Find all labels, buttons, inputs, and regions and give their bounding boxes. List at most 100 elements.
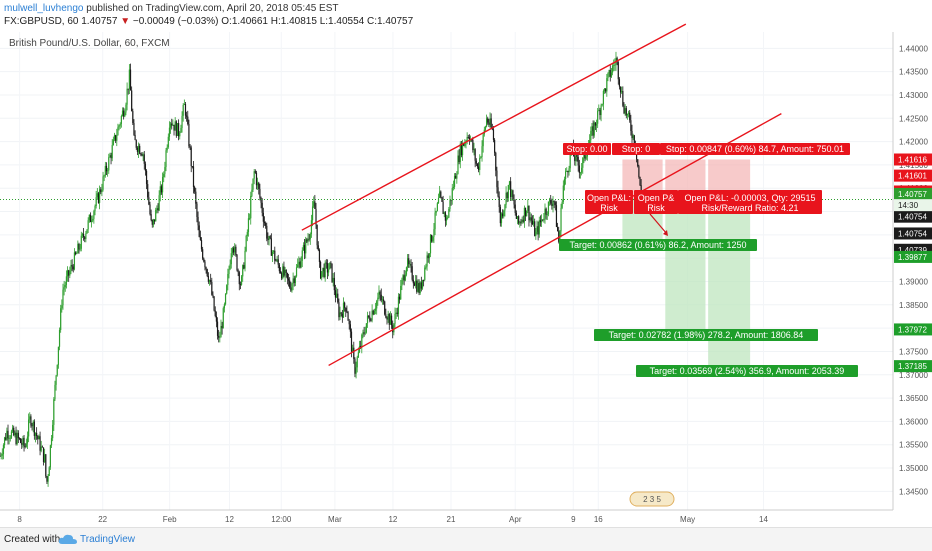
candle-body (521, 219, 523, 223)
candle-body (373, 310, 375, 315)
candle-body (545, 208, 547, 215)
candle-body (310, 220, 313, 235)
candle-body (147, 184, 149, 198)
price-tag-target: 1.37185 (898, 362, 927, 371)
candle-body (274, 250, 276, 261)
candle-body (263, 221, 266, 224)
projection-arrow-line (649, 213, 668, 235)
candle-body (390, 315, 393, 326)
candle-body (449, 200, 451, 209)
candle-body (230, 253, 232, 265)
candle-body (603, 88, 606, 91)
candle-body (62, 289, 64, 306)
candle-body (544, 208, 546, 219)
time-tick-label: 21 (447, 515, 456, 524)
candle-body (507, 184, 509, 199)
candle-body (416, 280, 418, 292)
candle-body (515, 212, 517, 219)
candle-body (279, 271, 282, 273)
candle-body (23, 437, 25, 447)
channel-lines[interactable] (301, 23, 782, 367)
candle-body (464, 142, 466, 146)
candle-body (56, 364, 58, 376)
price-tick-label: 1.43000 (899, 91, 928, 100)
candle-body (348, 320, 350, 325)
open-pl-label: Open P&L: -0.00003, Qty: 29515 (684, 193, 815, 203)
candle-body (496, 170, 498, 188)
candle-body (119, 123, 121, 126)
candle-body (613, 65, 615, 66)
candle-body (550, 200, 552, 204)
candle-body (290, 287, 292, 291)
candle-body (333, 277, 335, 291)
candle-body (332, 277, 334, 282)
candle-body (567, 171, 569, 173)
candle-body (224, 293, 227, 305)
candle-body (199, 237, 201, 241)
candle-body (409, 263, 411, 265)
candle-body (188, 123, 190, 147)
candle-body (494, 139, 496, 153)
price-tag-target-bg (894, 250, 932, 263)
candle-body (500, 213, 503, 224)
candle-body (100, 189, 102, 193)
candle-body (365, 323, 367, 333)
candle-body (88, 214, 90, 221)
candle-body (295, 267, 298, 277)
candle-body (439, 191, 441, 198)
candle-body (471, 139, 473, 141)
candle-body (621, 90, 623, 93)
candle-body (307, 238, 309, 242)
open-pl-label: Open P&L: (587, 193, 631, 203)
candle-body (46, 476, 48, 482)
candle-body (133, 123, 135, 135)
candle-body (221, 325, 223, 329)
candle-body (342, 302, 345, 318)
price-tag-entry: 1.40754 (898, 229, 927, 238)
candle-body (477, 166, 480, 170)
candle-body (246, 232, 248, 236)
candle-body (591, 126, 593, 131)
price-tick-label: 1.44000 (899, 44, 928, 53)
candle-body (219, 337, 221, 339)
candle-body (239, 284, 242, 285)
candle-body (402, 275, 404, 280)
candle-body (453, 175, 456, 187)
author-link[interactable]: mulwell_luvhengo (4, 3, 84, 14)
candle-body (532, 221, 535, 225)
candle-body (181, 115, 183, 129)
candle-body (166, 147, 168, 151)
candle-body (140, 153, 142, 155)
ohlc-legend: FX:GBPUSD, 60 1.40757 ▼ −0.00049 (−0.03%… (4, 16, 413, 27)
candle-body (297, 264, 299, 268)
candle-body (606, 78, 608, 92)
tradingview-brand-link[interactable]: TradingView (80, 534, 136, 545)
risk-reward-label: Risk (647, 203, 665, 213)
candle-body (425, 266, 427, 268)
stop-label-1-bg (563, 143, 611, 155)
candle-body (231, 248, 234, 254)
price-tick-label: 1.37000 (899, 371, 928, 380)
candle-body (574, 156, 576, 162)
time-axis[interactable]: 8 22 Feb 12 12:00 Mar 12 21 Apr 9 16 May 14 (17, 515, 768, 524)
open-label: O:1.40661 (221, 16, 268, 27)
candle-body (18, 438, 21, 439)
candle-body (404, 274, 406, 281)
candle-body (410, 263, 412, 267)
candle-body (306, 239, 308, 242)
candle-body (123, 110, 125, 117)
last-price-label: 1.40757 (81, 16, 118, 27)
candle-body (111, 145, 113, 159)
candle-body (421, 279, 424, 289)
countdown-tag: 14:30 (898, 201, 919, 210)
event-badge[interactable]: 2 3 5 (629, 491, 675, 507)
candle-body (182, 105, 184, 116)
candle-body (228, 269, 230, 274)
candle-body (157, 208, 159, 211)
candle-body (378, 291, 380, 298)
price-axis[interactable]: 1.440001.435001.430001.425001.420001.415… (899, 44, 928, 496)
price-chart[interactable]: Stop: 0.00 Stop: 0 Stop: 0.00847 (0.60%) 8… (0, 0, 932, 527)
price-tag-target-bg (894, 323, 932, 336)
candle-body (632, 135, 634, 139)
candle-body (408, 258, 410, 265)
